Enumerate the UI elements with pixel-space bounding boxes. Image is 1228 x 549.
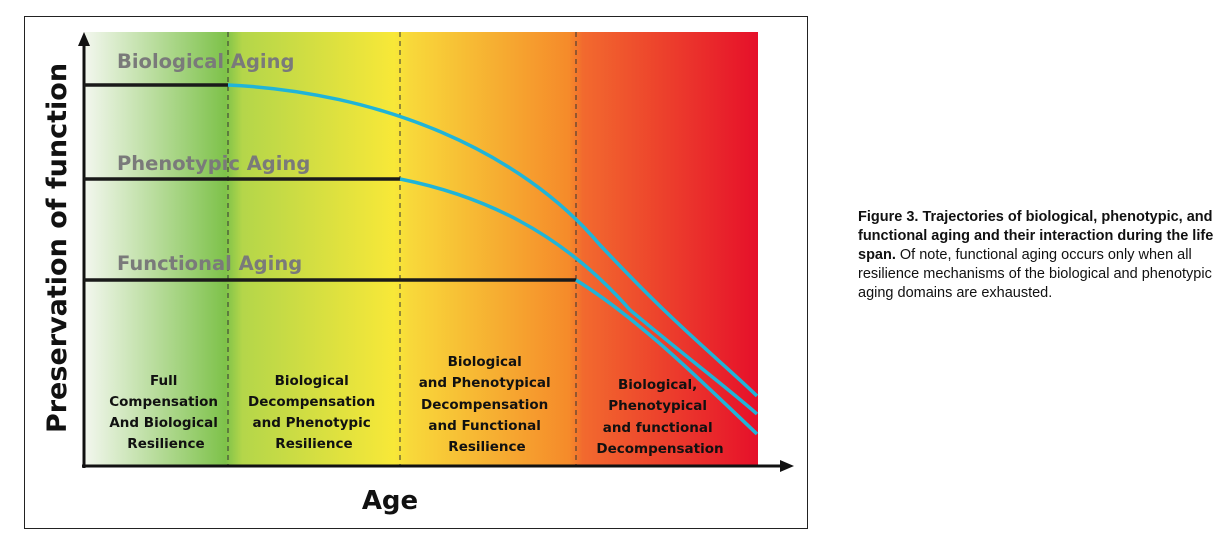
zone-label-biological-decompensation: Biological Decompensation and Phenotypic…: [248, 373, 380, 452]
zone-label-full-compensation: Full Compensation And Biological Resilie…: [109, 373, 223, 452]
caption-body: Of note, functional aging occurs only wh…: [858, 247, 1212, 301]
phenotypic-trajectory: [399, 177, 759, 416]
figure-caption: Figure 3. Trajectories of biological, ph…: [858, 208, 1218, 303]
zone-label-biological-phenotypical-decompensation: Biological and Phenotypical Decompensati…: [419, 354, 556, 455]
caption-title: Figure 3. Trajectories of biological, ph…: [858, 209, 1214, 263]
y-axis-arrow: [78, 32, 90, 46]
series-label-functional: Functional Aging: [117, 252, 302, 275]
x-axis-arrow: [780, 460, 794, 472]
y-axis-label: Preservation of function: [42, 63, 73, 433]
functional-trajectory: [575, 278, 759, 436]
series-label-biological: Biological Aging: [117, 50, 294, 73]
x-axis-label: Age: [362, 486, 418, 516]
biological-trajectory: [227, 83, 759, 398]
zone-label-full-decompensation: Biological, Phenotypical and functional …: [596, 377, 723, 457]
figure-frame: [24, 16, 808, 529]
gradient-background: [84, 32, 758, 466]
aging-trajectory-diagram: Biological Aging Phenotypic Aging Functi…: [42, 32, 794, 516]
series-label-phenotypic: Phenotypic Aging: [117, 152, 310, 175]
